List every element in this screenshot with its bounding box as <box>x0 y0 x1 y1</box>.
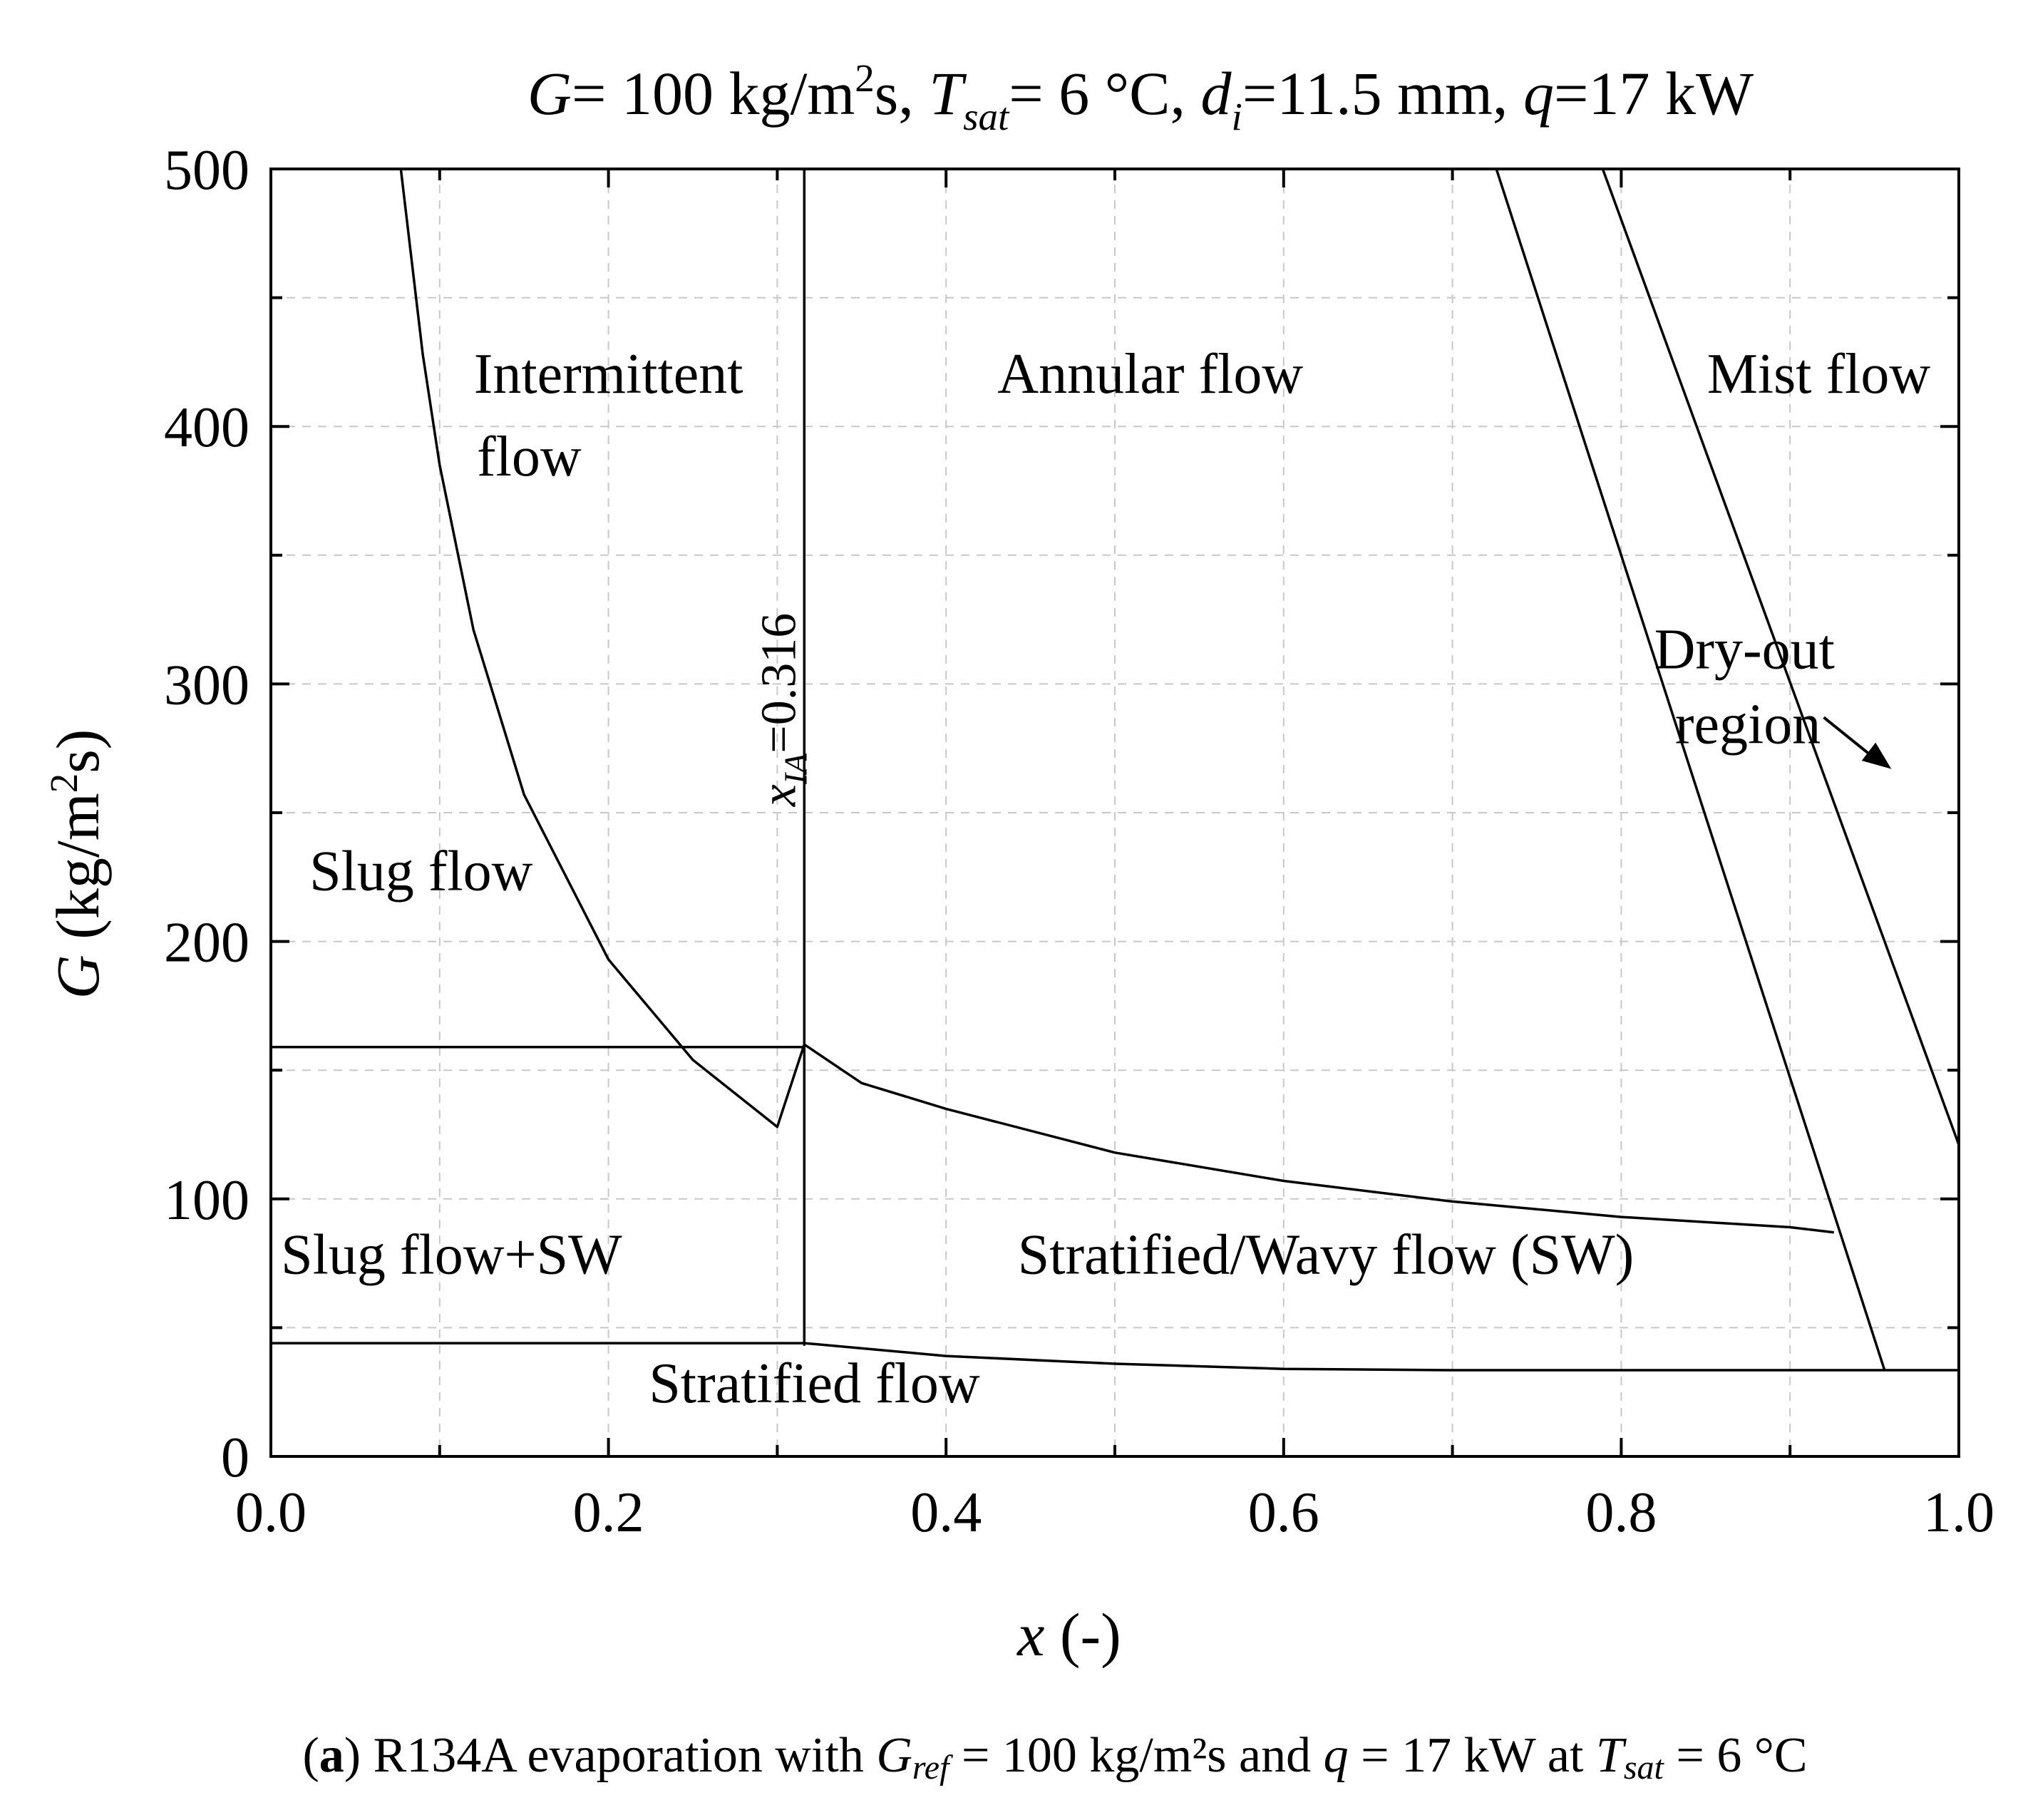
y-tick-label: 0 <box>221 1426 249 1489</box>
region-label: Slug flow+SW <box>281 1224 622 1287</box>
caption-text3: = 17 kW at <box>1349 1728 1596 1783</box>
x-tick-label: 1.0 <box>1923 1481 1994 1544</box>
arrow-head <box>1861 742 1892 769</box>
region-labels: Intermittent flow Annular flow Mist flow Dry… <box>281 343 1930 1415</box>
series-dry-out-completion <box>1601 168 1960 1146</box>
caption-tsub: sat <box>1624 1749 1665 1786</box>
title-d: d <box>1201 59 1232 128</box>
y-axis-label: G (kg/m2s) <box>42 729 112 999</box>
title-part1: = 100 kg/m <box>572 59 855 128</box>
dry-out-arrow <box>1823 716 1892 769</box>
y-axis-post: s) <box>43 729 112 773</box>
title-g: G <box>527 59 572 128</box>
caption-close: ) <box>344 1728 361 1783</box>
region-label: Mist flow <box>1707 343 1931 406</box>
region-label: Annular flow <box>997 343 1303 406</box>
caption-g: G <box>876 1728 912 1783</box>
series-intermittent-annular-boundary <box>399 168 1835 1234</box>
y-axis-pre: (kg/m <box>43 793 112 955</box>
caption-text2: = 100 kg/m²s and <box>949 1728 1323 1783</box>
caption-q: q <box>1324 1728 1349 1783</box>
region-label: Slug flow <box>309 840 533 903</box>
x-tick-label: 0.8 <box>1585 1481 1657 1544</box>
y-tick-label: 100 <box>164 1169 249 1232</box>
title-tsub: sat <box>963 95 1010 138</box>
caption-gsub: ref <box>912 1749 953 1786</box>
title-dsub: i <box>1232 95 1242 138</box>
x-axis-label: x (-) <box>1016 1600 1121 1669</box>
y-axis-sup: 2 <box>42 773 86 793</box>
axis-ticks <box>269 168 1960 1458</box>
series-dry-out-onset <box>1495 168 1886 1371</box>
region-label: flow <box>477 426 582 488</box>
title-q: q <box>1523 59 1554 128</box>
region-label: Stratified/Wavy flow (SW) <box>1018 1224 1634 1287</box>
region-label: Dry-out <box>1654 619 1835 682</box>
title-part3: = 6 °C, <box>1009 59 1200 128</box>
region-label: region <box>1675 693 1821 756</box>
x-ia-value: =0.316 <box>751 613 806 754</box>
x-axis-rest: (-) <box>1044 1600 1121 1669</box>
tick-labels: 0.0 0.2 0.4 0.6 0.8 1.0 0 100 200 300 400 500 <box>164 139 1994 1544</box>
region-label: Intermittent <box>474 343 743 406</box>
x-tick-label: 0.6 <box>1248 1481 1319 1544</box>
caption-open: ( <box>302 1728 319 1783</box>
series-stratified-boundary <box>271 1342 1959 1372</box>
x-axis-var: x <box>1016 1600 1044 1669</box>
title-sup: 2 <box>855 56 875 100</box>
title-part5: =17 kW <box>1554 59 1754 128</box>
y-tick-label: 400 <box>164 396 249 459</box>
chart-title: G= 100 kg/m2s, Tsat= 6 °C, di=11.5 mm, q… <box>527 56 1754 138</box>
title-t: T <box>929 59 967 128</box>
caption-letter: a <box>319 1728 344 1783</box>
y-axis-var: G <box>43 955 112 999</box>
x-tick-label: 0.2 <box>573 1481 644 1544</box>
x-ia-var: x <box>751 784 806 807</box>
y-tick-label: 300 <box>164 654 249 716</box>
grid <box>271 169 1959 1456</box>
y-tick-label: 200 <box>164 912 249 975</box>
x-ia-sub: IA <box>777 753 813 785</box>
x-tick-label: 0.4 <box>910 1481 982 1544</box>
x-ia-label: xIA=0.316 <box>751 613 813 807</box>
figure-caption: (a) R134A evaporation with Gref = 100 kg… <box>302 1728 1807 1786</box>
caption-text1: R134A evaporation with <box>361 1728 876 1783</box>
y-tick-label: 500 <box>164 139 249 202</box>
x-tick-label: 0.0 <box>235 1481 307 1544</box>
region-label: Stratified flow <box>649 1352 980 1415</box>
title-part2: s, <box>875 59 929 128</box>
caption-t: T <box>1596 1728 1627 1783</box>
title-part4: =11.5 mm, <box>1242 59 1523 128</box>
boundary-curves <box>271 168 1960 1372</box>
caption-text4: = 6 °C <box>1664 1728 1808 1783</box>
